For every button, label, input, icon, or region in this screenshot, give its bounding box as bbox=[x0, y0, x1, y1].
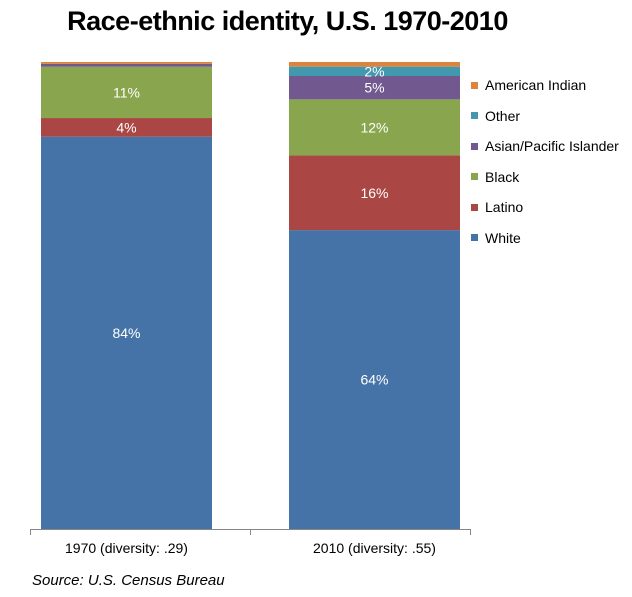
bar-segment-asian-pacific-islander-0 bbox=[41, 63, 212, 67]
legend-item-white: White bbox=[471, 223, 632, 254]
legend-swatch-white bbox=[471, 234, 478, 242]
data-label-latino-1: 16% bbox=[360, 185, 388, 201]
data-label-black-0: 11% bbox=[113, 84, 140, 100]
bar-segment-asian-pacific-islander-1 bbox=[289, 76, 460, 100]
bar-segment-other-1 bbox=[289, 66, 460, 77]
legend-swatch-asian-pacific-islander bbox=[471, 142, 478, 150]
legend-item-american-indian: American Indian bbox=[471, 70, 632, 101]
bar-segment-black-1 bbox=[289, 99, 460, 156]
legend-item-other: Other bbox=[471, 101, 632, 132]
bar-segment-american-indian-0 bbox=[41, 62, 212, 64]
source-note: Source: U.S. Census Bureau bbox=[32, 572, 225, 589]
legend-label-latino: Latino bbox=[485, 199, 524, 216]
bar-segment-white-1 bbox=[289, 230, 460, 529]
x-tick-label-0: 1970 (diversity: .29) bbox=[65, 540, 188, 556]
bar-segment-white-0 bbox=[41, 136, 212, 529]
legend-item-latino: Latino bbox=[471, 192, 632, 223]
legend-swatch-latino bbox=[471, 203, 478, 211]
legend-swatch-american-indian bbox=[471, 81, 478, 89]
data-label-other-1: 2% bbox=[364, 63, 384, 79]
chart-legend: American Indian Other Asian/Pacific Island… bbox=[471, 70, 632, 253]
x-tick-label-1: 2010 (diversity: .55) bbox=[313, 540, 436, 556]
bar-segment-black-0 bbox=[41, 66, 212, 119]
legend-label-asian-pacific-islander: Asian/Pacific Islander bbox=[485, 138, 619, 155]
chart-title: Race-ethnic identity, U.S. 1970-2010 bbox=[67, 6, 508, 36]
data-label-asian-pacific-islander-1: 5% bbox=[364, 80, 384, 96]
data-label-white-0: 84% bbox=[112, 325, 140, 341]
legend-item-black: Black bbox=[471, 162, 632, 193]
legend-item-asian-pacific-islander: Asian/Pacific Islander bbox=[471, 131, 632, 162]
data-label-black-1: 12% bbox=[360, 119, 388, 135]
bar-segment-latino-1 bbox=[289, 155, 460, 231]
legend-label-american-indian: American Indian bbox=[485, 77, 587, 94]
bar-segment-american-indian-1 bbox=[289, 62, 460, 67]
legend-label-white: White bbox=[485, 229, 521, 246]
data-label-white-1: 64% bbox=[360, 372, 388, 388]
data-label-latino-0: 4% bbox=[116, 119, 136, 135]
legend-label-black: Black bbox=[485, 168, 520, 185]
bar-segment-latino-0 bbox=[41, 118, 212, 137]
legend-swatch-other bbox=[471, 112, 478, 120]
legend-swatch-black bbox=[471, 173, 478, 181]
legend-label-other: Other bbox=[485, 107, 521, 124]
